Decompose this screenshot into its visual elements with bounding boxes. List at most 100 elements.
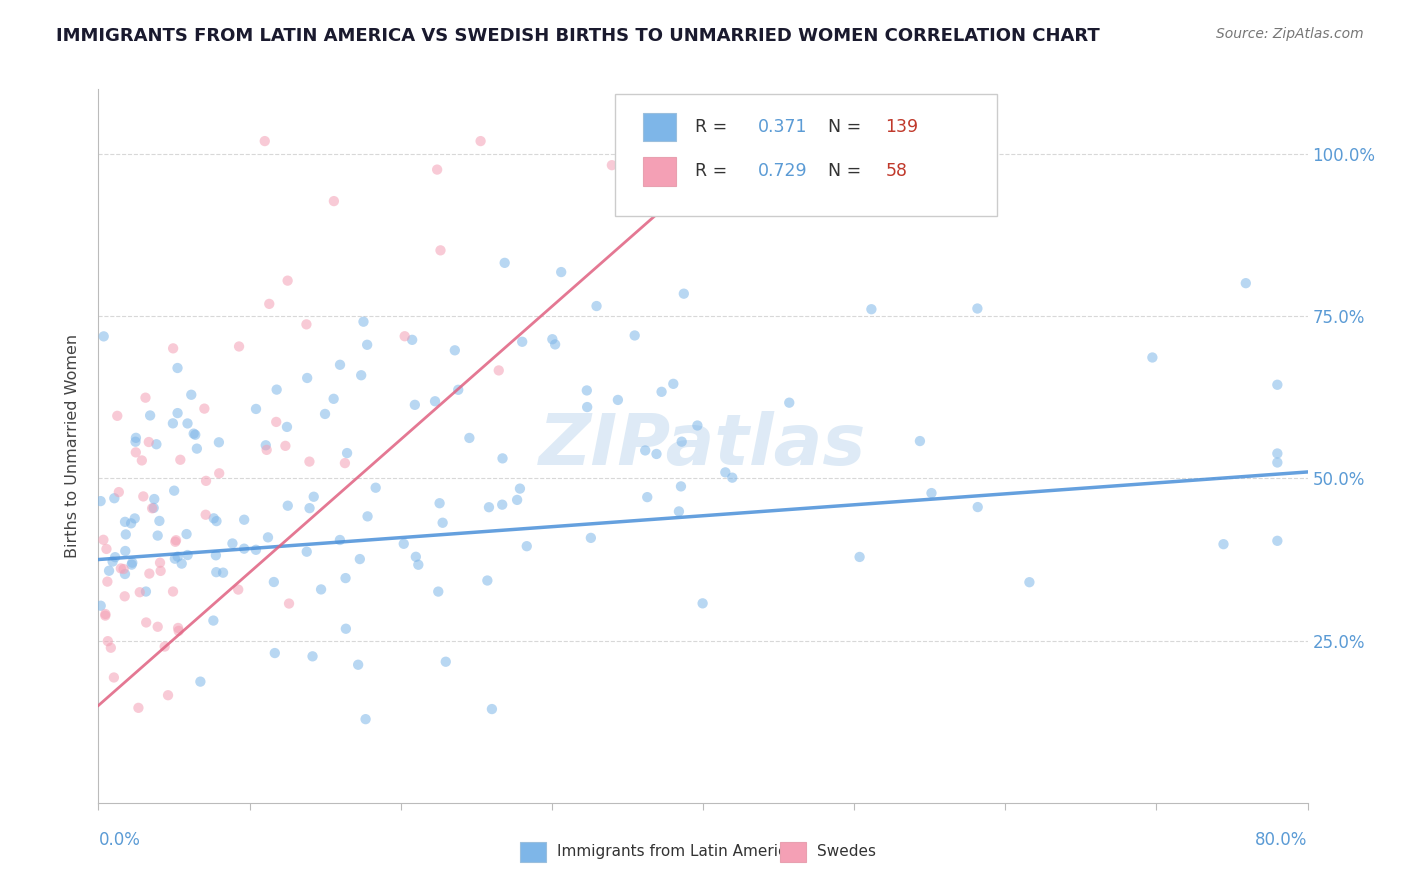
Point [295,318,318,332]
Text: 0.0%: 0.0% [98,831,141,849]
Point [228,339,250,353]
Point [105,409,128,423]
Text: Swedes: Swedes [817,845,876,859]
Point [146,528,169,542]
Point [142,500,165,515]
Point [714,466,737,480]
Text: 58: 58 [886,162,908,180]
Point [686,418,709,433]
Point [401,333,423,347]
Point [195,474,218,488]
Point [921,486,943,500]
Text: N =: N = [828,162,866,180]
Point [212,566,235,580]
Point [208,467,231,481]
Point [434,655,457,669]
Point [253,134,276,148]
Point [94,607,117,621]
Point [233,541,256,556]
Point [1142,351,1164,365]
Point [90,599,112,613]
Point [125,445,148,459]
Point [162,584,184,599]
Point [1212,537,1234,551]
Point [97,634,120,648]
Point [432,516,454,530]
Point [266,383,288,397]
Point [245,401,267,416]
Point [404,398,426,412]
Point [1267,533,1289,548]
Point [124,511,146,525]
Point [132,490,155,504]
Point [233,513,256,527]
Point [579,531,602,545]
Y-axis label: Births to Unmarried Women: Births to Unmarried Women [65,334,80,558]
Point [205,514,228,528]
Point [193,401,215,416]
Point [336,446,359,460]
Point [263,574,285,589]
Point [135,615,157,630]
Point [205,549,228,563]
Point [491,498,513,512]
Point [276,420,298,434]
Point [190,674,212,689]
Point [104,550,127,565]
Point [623,328,645,343]
Point [333,456,356,470]
Point [301,649,323,664]
Point [356,509,378,524]
Point [103,671,125,685]
Point [163,551,186,566]
Point [426,162,449,177]
Point [263,646,285,660]
Point [541,332,564,346]
Point [356,338,378,352]
Point [96,574,118,589]
Point [176,417,198,431]
Point [322,392,344,406]
Point [98,564,121,578]
Point [139,409,162,423]
Point [162,342,184,356]
Point [205,565,228,579]
Point [96,541,118,556]
Point [245,542,267,557]
Point [114,527,136,541]
Point [93,329,115,343]
Point [458,431,481,445]
Point [672,286,695,301]
Point [394,329,416,343]
Point [226,582,249,597]
Point [153,640,176,654]
Point [134,391,156,405]
Point [143,491,166,506]
Point [494,256,516,270]
Point [166,549,188,564]
Point [478,500,501,515]
Point [860,302,883,317]
Point [350,368,373,383]
Point [295,371,318,385]
Point [121,558,143,572]
Point [167,624,190,638]
Text: 0.371: 0.371 [758,118,807,136]
Point [100,640,122,655]
Text: N =: N = [828,118,866,136]
Point [634,443,657,458]
Point [1018,575,1040,590]
Point [329,358,352,372]
Point [405,549,427,564]
Point [221,536,243,550]
Point [606,392,628,407]
Point [651,384,673,399]
Point [353,315,375,329]
Point [259,297,281,311]
Point [645,447,668,461]
Point [112,562,135,576]
Point [778,395,800,409]
Point [114,566,136,581]
Point [94,608,117,623]
Point [509,482,531,496]
